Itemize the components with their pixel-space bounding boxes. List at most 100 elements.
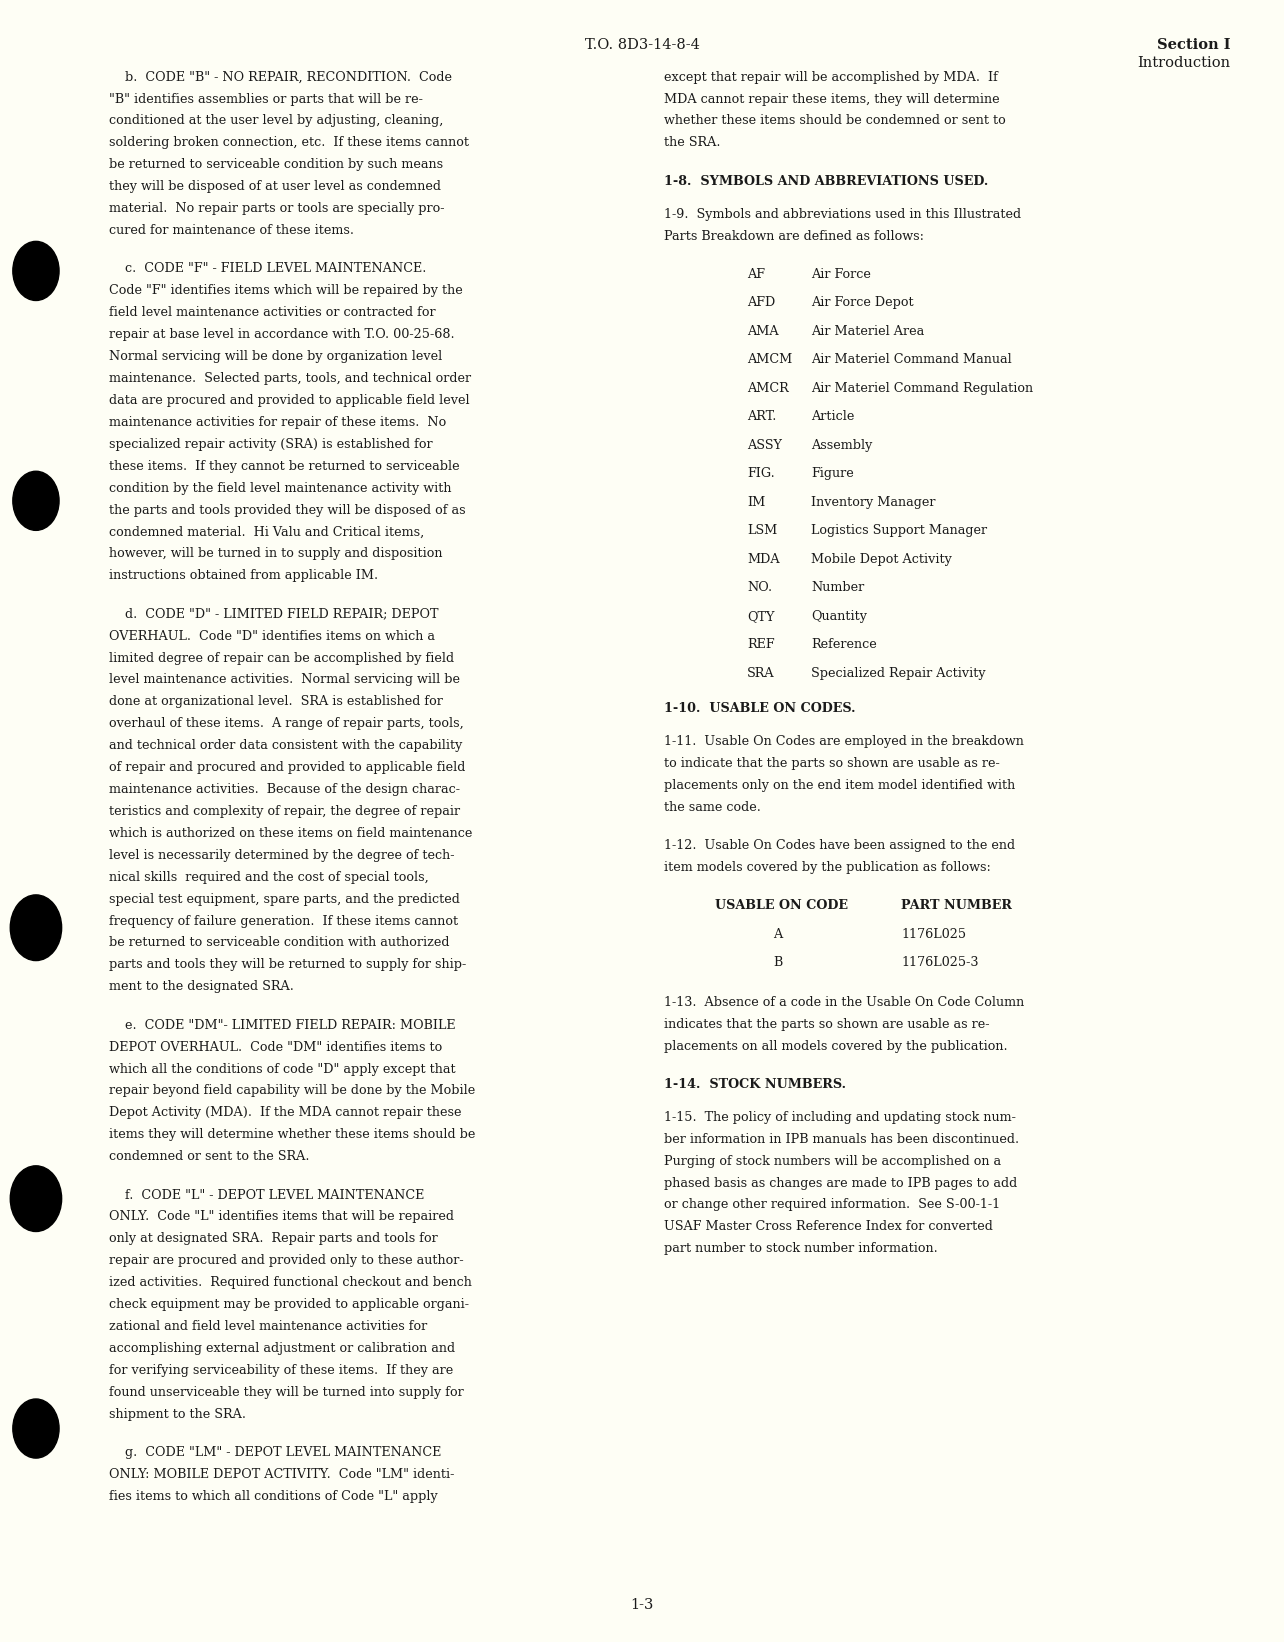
Text: found unserviceable they will be turned into supply for: found unserviceable they will be turned … — [109, 1386, 464, 1399]
Text: to indicate that the parts so shown are usable as re-: to indicate that the parts so shown are … — [664, 757, 999, 770]
Text: DEPOT OVERHAUL.  Code "DM" identifies items to: DEPOT OVERHAUL. Code "DM" identifies ite… — [109, 1041, 443, 1054]
Ellipse shape — [13, 241, 59, 300]
Text: condemned material.  Hi Valu and Critical items,: condemned material. Hi Valu and Critical… — [109, 525, 425, 539]
Text: cured for maintenance of these items.: cured for maintenance of these items. — [109, 223, 354, 236]
Text: REF: REF — [747, 639, 776, 652]
Text: 1-8.  SYMBOLS AND ABBREVIATIONS USED.: 1-8. SYMBOLS AND ABBREVIATIONS USED. — [664, 174, 989, 187]
Text: AMCM: AMCM — [747, 353, 792, 366]
Text: part number to stock number information.: part number to stock number information. — [664, 1243, 937, 1254]
Text: teristics and complexity of repair, the degree of repair: teristics and complexity of repair, the … — [109, 805, 460, 818]
Text: LSM: LSM — [747, 524, 778, 537]
Text: maintenance.  Selected parts, tools, and technical order: maintenance. Selected parts, tools, and … — [109, 373, 471, 384]
Text: whether these items should be condemned or sent to: whether these items should be condemned … — [664, 115, 1005, 128]
Text: Inventory Manager: Inventory Manager — [811, 496, 936, 509]
Text: or change other required information.  See S-00-1-1: or change other required information. Se… — [664, 1199, 1000, 1212]
Text: conditioned at the user level by adjusting, cleaning,: conditioned at the user level by adjusti… — [109, 115, 443, 128]
Text: Logistics Support Manager: Logistics Support Manager — [811, 524, 987, 537]
Text: Mobile Depot Activity: Mobile Depot Activity — [811, 553, 953, 566]
Text: data are procured and provided to applicable field level: data are procured and provided to applic… — [109, 394, 470, 407]
Text: 1-9.  Symbols and abbreviations used in this Illustrated: 1-9. Symbols and abbreviations used in t… — [664, 207, 1021, 220]
Text: Number: Number — [811, 581, 864, 594]
Text: Specialized Repair Activity: Specialized Repair Activity — [811, 667, 986, 680]
Text: Air Force Depot: Air Force Depot — [811, 297, 914, 309]
Text: items they will determine whether these items should be: items they will determine whether these … — [109, 1128, 475, 1141]
Text: they will be disposed of at user level as condemned: they will be disposed of at user level a… — [109, 181, 442, 194]
Text: indicates that the parts so shown are usable as re-: indicates that the parts so shown are us… — [664, 1018, 990, 1031]
Text: AF: AF — [747, 268, 765, 281]
Text: only at designated SRA.  Repair parts and tools for: only at designated SRA. Repair parts and… — [109, 1233, 438, 1245]
Text: level maintenance activities.  Normal servicing will be: level maintenance activities. Normal ser… — [109, 673, 460, 686]
Text: parts and tools they will be returned to supply for ship-: parts and tools they will be returned to… — [109, 959, 466, 972]
Text: 1176L025: 1176L025 — [901, 928, 967, 941]
Text: condition by the field level maintenance activity with: condition by the field level maintenance… — [109, 481, 452, 494]
Text: AFD: AFD — [747, 297, 776, 309]
Text: c.  CODE "F" - FIELD LEVEL MAINTENANCE.: c. CODE "F" - FIELD LEVEL MAINTENANCE. — [109, 263, 426, 276]
Text: for verifying serviceability of these items.  If they are: for verifying serviceability of these it… — [109, 1365, 453, 1378]
Text: repair at base level in accordance with T.O. 00-25-68.: repair at base level in accordance with … — [109, 328, 455, 342]
Text: 1-13.  Absence of a code in the Usable On Code Column: 1-13. Absence of a code in the Usable On… — [664, 995, 1025, 1008]
Text: which is authorized on these items on field maintenance: which is authorized on these items on fi… — [109, 828, 473, 839]
Text: zational and field level maintenance activities for: zational and field level maintenance act… — [109, 1320, 428, 1333]
Text: f.  CODE "L" - DEPOT LEVEL MAINTENANCE: f. CODE "L" - DEPOT LEVEL MAINTENANCE — [109, 1189, 425, 1202]
Text: these items.  If they cannot be returned to serviceable: these items. If they cannot be returned … — [109, 460, 460, 473]
Text: T.O. 8D3-14-8-4: T.O. 8D3-14-8-4 — [584, 38, 700, 53]
Text: which all the conditions of code "D" apply except that: which all the conditions of code "D" app… — [109, 1062, 456, 1076]
Text: A: A — [773, 928, 782, 941]
Text: USAF Master Cross Reference Index for converted: USAF Master Cross Reference Index for co… — [664, 1220, 993, 1233]
Text: 1-10.  USABLE ON CODES.: 1-10. USABLE ON CODES. — [664, 701, 855, 714]
Text: g.  CODE "LM" - DEPOT LEVEL MAINTENANCE: g. CODE "LM" - DEPOT LEVEL MAINTENANCE — [109, 1447, 442, 1460]
Ellipse shape — [10, 1166, 62, 1232]
Text: SRA: SRA — [747, 667, 776, 680]
Text: ONLY: MOBILE DEPOT ACTIVITY.  Code "LM" identi-: ONLY: MOBILE DEPOT ACTIVITY. Code "LM" i… — [109, 1468, 455, 1481]
Text: FIG.: FIG. — [747, 468, 776, 481]
Text: the SRA.: the SRA. — [664, 136, 720, 149]
Text: accomplishing external adjustment or calibration and: accomplishing external adjustment or cal… — [109, 1342, 456, 1355]
Text: Article: Article — [811, 410, 855, 424]
Text: QTY: QTY — [747, 609, 774, 622]
Text: NO.: NO. — [747, 581, 773, 594]
Text: b.  CODE "B" - NO REPAIR, RECONDITION.  Code: b. CODE "B" - NO REPAIR, RECONDITION. Co… — [109, 71, 452, 84]
Text: level is necessarily determined by the degree of tech-: level is necessarily determined by the d… — [109, 849, 455, 862]
Text: d.  CODE "D" - LIMITED FIELD REPAIR; DEPOT: d. CODE "D" - LIMITED FIELD REPAIR; DEPO… — [109, 608, 439, 621]
Text: fies items to which all conditions of Code "L" apply: fies items to which all conditions of Co… — [109, 1489, 438, 1502]
Text: maintenance activities.  Because of the design charac-: maintenance activities. Because of the d… — [109, 783, 460, 796]
Text: Air Materiel Command Manual: Air Materiel Command Manual — [811, 353, 1012, 366]
Text: USABLE ON CODE: USABLE ON CODE — [715, 900, 849, 913]
Text: 1-12.  Usable On Codes have been assigned to the end: 1-12. Usable On Codes have been assigned… — [664, 839, 1014, 852]
Text: and technical order data consistent with the capability: and technical order data consistent with… — [109, 739, 462, 752]
Text: e.  CODE "DM"- LIMITED FIELD REPAIR: MOBILE: e. CODE "DM"- LIMITED FIELD REPAIR: MOBI… — [109, 1018, 456, 1031]
Text: Air Force: Air Force — [811, 268, 872, 281]
Ellipse shape — [10, 895, 62, 961]
Text: specialized repair activity (SRA) is established for: specialized repair activity (SRA) is est… — [109, 438, 433, 452]
Text: Reference: Reference — [811, 639, 877, 652]
Text: item models covered by the publication as follows:: item models covered by the publication a… — [664, 860, 991, 874]
Text: Quantity: Quantity — [811, 609, 868, 622]
Text: the parts and tools provided they will be disposed of as: the parts and tools provided they will b… — [109, 504, 466, 517]
Text: repair beyond field capability will be done by the Mobile: repair beyond field capability will be d… — [109, 1084, 475, 1097]
Text: ASSY: ASSY — [747, 438, 782, 452]
Text: Air Materiel Area: Air Materiel Area — [811, 325, 924, 338]
Text: done at organizational level.  SRA is established for: done at organizational level. SRA is est… — [109, 695, 443, 708]
Text: overhaul of these items.  A range of repair parts, tools,: overhaul of these items. A range of repa… — [109, 718, 464, 731]
Text: Normal servicing will be done by organization level: Normal servicing will be done by organiz… — [109, 350, 443, 363]
Text: ber information in IPB manuals has been discontinued.: ber information in IPB manuals has been … — [664, 1133, 1019, 1146]
Ellipse shape — [13, 471, 59, 530]
Text: 1-14.  STOCK NUMBERS.: 1-14. STOCK NUMBERS. — [664, 1077, 846, 1090]
Text: repair are procured and provided only to these author-: repair are procured and provided only to… — [109, 1254, 464, 1268]
Text: shipment to the SRA.: shipment to the SRA. — [109, 1407, 247, 1420]
Text: Section I: Section I — [1157, 38, 1230, 53]
Text: Introduction: Introduction — [1136, 56, 1230, 71]
Text: check equipment may be provided to applicable organi-: check equipment may be provided to appli… — [109, 1299, 469, 1312]
Text: be returned to serviceable condition with authorized: be returned to serviceable condition wit… — [109, 936, 449, 949]
Text: Code "F" identifies items which will be repaired by the: Code "F" identifies items which will be … — [109, 284, 464, 297]
Text: frequency of failure generation.  If these items cannot: frequency of failure generation. If thes… — [109, 915, 458, 928]
Text: except that repair will be accomplished by MDA.  If: except that repair will be accomplished … — [664, 71, 998, 84]
Text: soldering broken connection, etc.  If these items cannot: soldering broken connection, etc. If the… — [109, 136, 469, 149]
Text: ized activities.  Required functional checkout and bench: ized activities. Required functional che… — [109, 1276, 473, 1289]
Text: IM: IM — [747, 496, 765, 509]
Text: condemned or sent to the SRA.: condemned or sent to the SRA. — [109, 1149, 309, 1163]
Text: ment to the designated SRA.: ment to the designated SRA. — [109, 980, 294, 993]
Text: Air Materiel Command Regulation: Air Materiel Command Regulation — [811, 383, 1034, 394]
Text: Assembly: Assembly — [811, 438, 873, 452]
Text: instructions obtained from applicable IM.: instructions obtained from applicable IM… — [109, 570, 379, 583]
